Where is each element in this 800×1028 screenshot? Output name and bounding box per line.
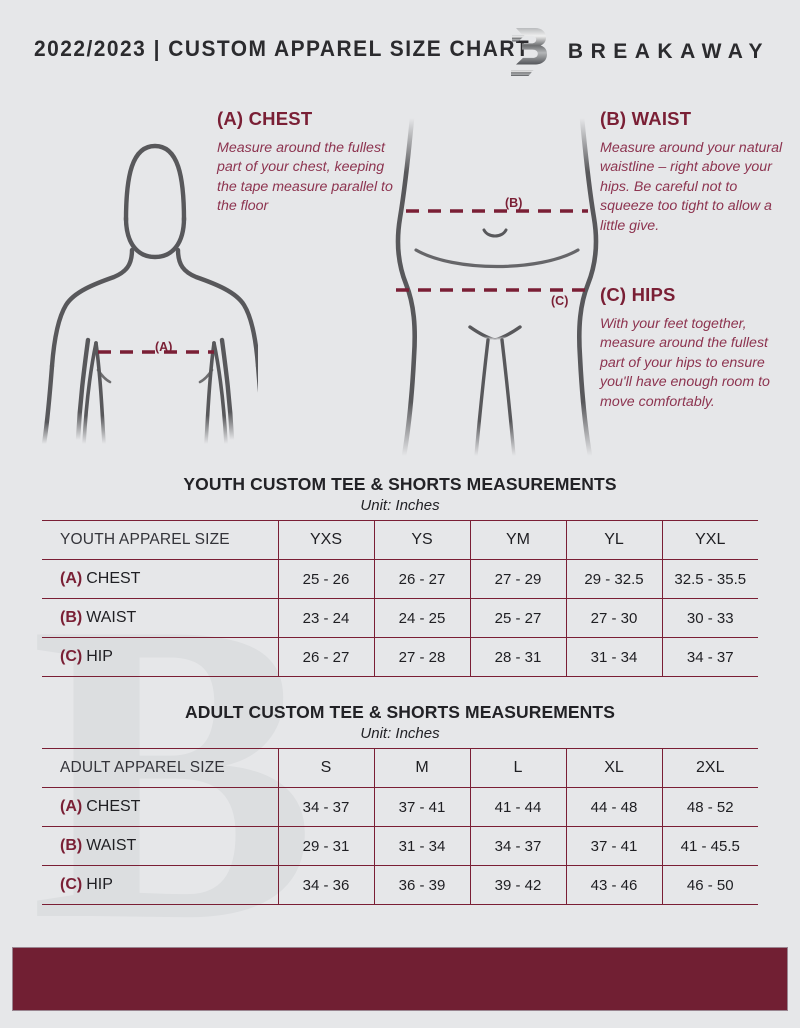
youth-size-table: YOUTH APPAREL SIZE YXS YS YM YL YXL (A) CHEST 2… xyxy=(42,520,758,677)
size-column-header: YL xyxy=(565,520,662,560)
measurement-tag: (B) xyxy=(60,837,83,854)
youth-table-block: YOUTH CUSTOM TEE & SHORTS MEASUREMENTS U… xyxy=(42,474,758,677)
youth-table-unit: Unit: Inches xyxy=(360,497,440,514)
measurement-value-cell: 24 - 25 xyxy=(373,598,470,638)
measurement-value-cell: 27 - 29 xyxy=(469,559,566,599)
info-heading-hips: (C) HIPS xyxy=(600,284,676,305)
measurement-value-cell: 37 - 41 xyxy=(373,787,470,827)
info-heading-waist: (B) WAIST xyxy=(600,108,692,129)
measurement-tag: (B) xyxy=(60,609,83,626)
info-text-chest: Measure around the fullest part of your … xyxy=(217,140,393,215)
size-column-header: YXL xyxy=(661,520,758,560)
info-text-waist: Measure around your natural waistline – … xyxy=(600,140,783,234)
table-row: (A) CHEST 34 - 37 37 - 41 41 - 44 44 - 48 48 -… xyxy=(42,787,758,827)
youth-table-title: YOUTH CUSTOM TEE & SHORTS MEASUREMENTS xyxy=(183,474,617,494)
info-heading-chest: (A) CHEST xyxy=(217,108,313,129)
size-column-header: YM xyxy=(469,520,566,560)
measurement-label-cell: (C) HIP xyxy=(42,865,279,905)
measurement-value-cell: 36 - 39 xyxy=(373,865,470,905)
measurement-label-cell: (A) CHEST xyxy=(42,559,279,599)
table-row: (B) WAIST 29 - 31 31 - 34 34 - 37 37 - 41 41 -… xyxy=(42,826,758,866)
table-row: (C) HIP 26 - 27 27 - 28 28 - 31 31 - 34 34 - 3… xyxy=(42,637,758,677)
adult-table-title: ADULT CUSTOM TEE & SHORTS MEASUREMENTS xyxy=(185,702,615,722)
size-column-header: 2XL xyxy=(661,748,758,788)
measurement-value-cell: 26 - 27 xyxy=(373,559,470,599)
measurement-label-cell: (B) WAIST xyxy=(42,826,279,866)
measurement-value-cell: 41 - 44 xyxy=(469,787,566,827)
page-title: 2022/2023 | CUSTOM APPAREL SIZE CHART xyxy=(34,36,531,61)
measurement-value-cell: 23 - 24 xyxy=(277,598,374,638)
measurement-value-cell: 34 - 37 xyxy=(661,637,758,677)
youth-table-header-row: YOUTH APPAREL SIZE YXS YS YM YL YXL xyxy=(42,520,758,560)
size-label-header: ADULT APPAREL SIZE xyxy=(42,748,279,788)
table-row: (A) CHEST 25 - 26 26 - 27 27 - 29 29 - 32.5 32… xyxy=(42,559,758,599)
measurement-value-cell: 37 - 41 xyxy=(565,826,662,866)
table-row: (C) HIP 34 - 36 36 - 39 39 - 42 43 - 46 46 - 5… xyxy=(42,865,758,905)
measurement-value-cell: 30 - 33 xyxy=(661,598,758,638)
measurement-value-cell: 29 - 32.5 xyxy=(565,559,662,599)
info-block-waist: (B) WAIST Measure around your natural wa… xyxy=(600,108,785,236)
marker-label-chest: (A) xyxy=(155,340,173,354)
adult-table-body: (A) CHEST 34 - 37 37 - 41 41 - 44 44 - 48 48 -… xyxy=(42,787,758,905)
marker-label-waist: (B) xyxy=(505,196,523,210)
page-header: 2022/2023 | CUSTOM APPAREL SIZE CHART BR xyxy=(0,28,800,76)
measurement-tag: (A) xyxy=(60,570,83,587)
measurement-value-cell: 31 - 34 xyxy=(373,826,470,866)
measurement-value-cell: 34 - 37 xyxy=(469,826,566,866)
adult-size-table: ADULT APPAREL SIZE S M L XL 2XL (A) CHEST 34 - … xyxy=(42,748,758,905)
measurement-value-cell: 44 - 48 xyxy=(565,787,662,827)
measurement-value-cell: 32.5 - 35.5 xyxy=(661,559,758,599)
measurement-value-cell: 31 - 34 xyxy=(565,637,662,677)
measurement-value-cell: 27 - 30 xyxy=(565,598,662,638)
size-column-header: YS xyxy=(373,520,470,560)
measurement-value-cell: 46 - 50 xyxy=(661,865,758,905)
adult-table-header-row: ADULT APPAREL SIZE S M L XL 2XL xyxy=(42,748,758,788)
adult-table-block: ADULT CUSTOM TEE & SHORTS MEASUREMENTS U… xyxy=(42,702,758,905)
size-label-header: YOUTH APPAREL SIZE xyxy=(42,520,279,560)
size-column-header: S xyxy=(277,748,374,788)
upper-body-torso-illustration xyxy=(18,100,269,455)
measurement-value-cell: 25 - 26 xyxy=(277,559,374,599)
measurement-value-cell: 29 - 31 xyxy=(277,826,374,866)
measurement-value-cell: 48 - 52 xyxy=(661,787,758,827)
size-column-header: YXS xyxy=(277,520,374,560)
measurement-label-cell: (A) CHEST xyxy=(42,787,279,827)
size-column-header: L xyxy=(469,748,566,788)
size-column-header: M xyxy=(373,748,470,788)
info-block-chest: (A) CHEST Measure around the fullest par… xyxy=(217,108,397,217)
navel-mark xyxy=(482,228,508,238)
measurement-value-cell: 41 - 45.5 xyxy=(661,826,758,866)
measurement-value-cell: 28 - 31 xyxy=(469,637,566,677)
measurement-value-cell: 43 - 46 xyxy=(565,865,662,905)
breakaway-b-logo-icon xyxy=(510,28,547,76)
marker-label-hip: (C) xyxy=(551,294,569,308)
info-block-hips: (C) HIPS With your feet together, measur… xyxy=(600,284,790,412)
info-text-hips: With your feet together, measure around … xyxy=(600,316,770,410)
table-row: (B) WAIST 23 - 24 24 - 25 25 - 27 27 - 30 30 -… xyxy=(42,598,758,638)
measurement-value-cell: 25 - 27 xyxy=(469,598,566,638)
measurement-tag: (C) xyxy=(60,876,83,893)
measurement-value-cell: 34 - 37 xyxy=(277,787,374,827)
measurement-label-cell: (B) WAIST xyxy=(42,598,279,638)
measurement-label-cell: (C) HIP xyxy=(42,637,279,677)
lower-body-hips-illustration xyxy=(392,112,602,465)
measurement-value-cell: 34 - 36 xyxy=(277,865,374,905)
adult-table-unit: Unit: Inches xyxy=(360,725,440,742)
measurement-value-cell: 39 - 42 xyxy=(469,865,566,905)
measurement-value-cell: 27 - 28 xyxy=(373,637,470,677)
measurement-value-cell: 26 - 27 xyxy=(277,637,374,677)
brand-name: BREAKAWAY xyxy=(567,40,770,63)
size-column-header: XL xyxy=(565,748,662,788)
youth-table-body: (A) CHEST 25 - 26 26 - 27 27 - 29 29 - 32.5 32… xyxy=(42,559,758,677)
measurement-tag: (C) xyxy=(60,648,83,665)
measurement-tag: (A) xyxy=(60,798,83,815)
brand-lockup: BREAKAWAY xyxy=(510,25,770,79)
bottom-accent-bar xyxy=(12,947,788,1011)
